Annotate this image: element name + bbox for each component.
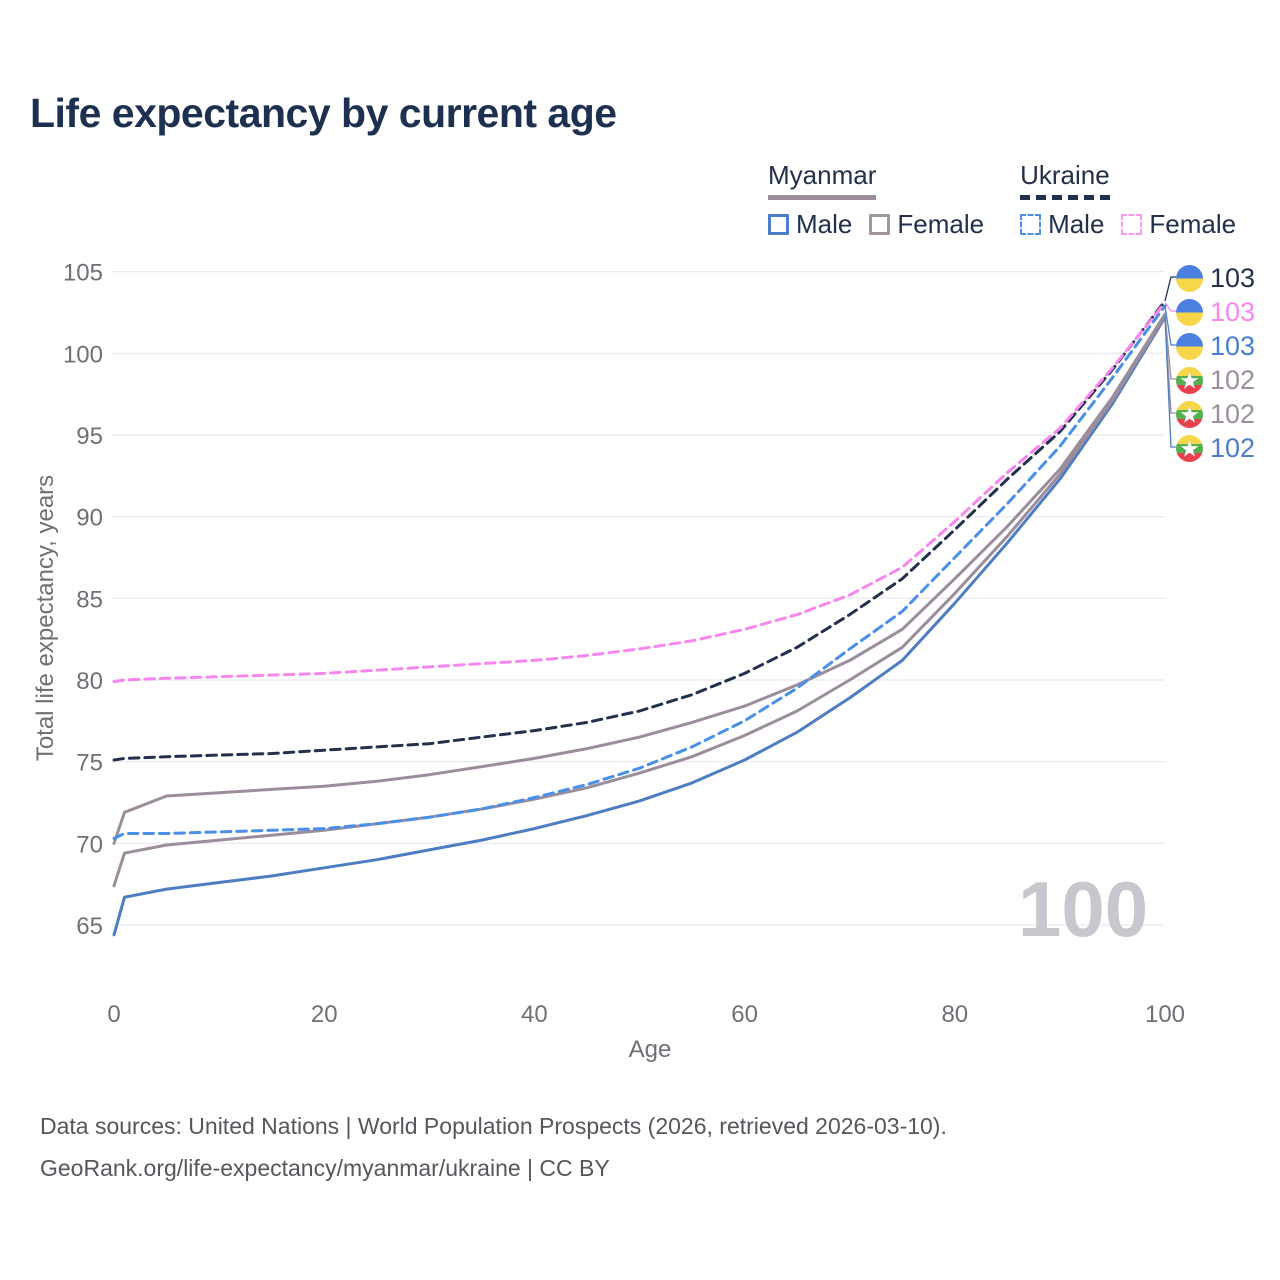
- ukraine-male-swatch-icon: [1020, 214, 1042, 235]
- age-watermark: 100: [1018, 865, 1149, 953]
- data-sources-line: Data sources: United Nations | World Pop…: [40, 1113, 947, 1139]
- myanmar-flag-icon: ★: [1176, 367, 1203, 394]
- x-tick-label: 100: [1145, 1001, 1185, 1028]
- legend-label: Male: [1048, 209, 1105, 239]
- y-tick-label: 75: [76, 750, 103, 777]
- y-tick-label: 70: [76, 831, 103, 858]
- legend-item-myanmar-female[interactable]: Female: [869, 209, 984, 240]
- end-label-value: 102: [1210, 433, 1256, 463]
- myanmar-flag-icon: ★: [1176, 435, 1203, 462]
- y-tick-label: 95: [76, 423, 103, 450]
- legend-country-myanmar[interactable]: Myanmar: [768, 160, 877, 200]
- end-label-myanmar-female: ★ 102: [1176, 365, 1255, 396]
- leader-line: [1164, 302, 1176, 312]
- end-label-ukraine-male: 103: [1176, 331, 1255, 362]
- end-label-myanmar-total: ★ 102: [1176, 399, 1255, 430]
- end-label-value: 102: [1210, 365, 1256, 395]
- legend: Myanmar Male Female Ukraine Male: [768, 160, 1236, 240]
- end-label-value: 103: [1210, 297, 1256, 327]
- series-line-myanmar-total[interactable]: [112, 314, 1167, 888]
- ukraine-flag-icon: [1176, 265, 1203, 292]
- star-icon: ★: [1179, 401, 1200, 428]
- x-tick-label: 20: [311, 1001, 338, 1028]
- ukraine-flag-icon: [1176, 333, 1203, 360]
- end-label-ukraine-female: 103: [1176, 297, 1255, 328]
- series-line-ukraine-male[interactable]: [112, 304, 1167, 840]
- y-tick-label: 85: [76, 586, 103, 613]
- legend-group-ukraine: Ukraine Male Female: [1020, 160, 1236, 240]
- legend-country-ukraine[interactable]: Ukraine: [1020, 160, 1110, 200]
- leader-line: [1164, 314, 1176, 380]
- y-tick-label: 65: [76, 913, 103, 940]
- attribution-line: GeoRank.org/life-expectancy/myanmar/ukra…: [40, 1154, 610, 1181]
- myanmar-male-swatch-icon: [768, 214, 789, 235]
- leader-line: [1164, 317, 1176, 448]
- chart-title: Life expectancy by current age: [30, 90, 617, 136]
- star-icon: ★: [1179, 435, 1200, 462]
- end-label-value: 102: [1210, 399, 1256, 429]
- end-label-ukraine-total: 103: [1176, 263, 1255, 294]
- end-label-myanmar-male: ★ 102: [1176, 433, 1255, 464]
- legend-item-ukraine-female[interactable]: Female: [1121, 209, 1236, 240]
- star-icon: ★: [1179, 367, 1200, 394]
- legend-item-ukraine-male[interactable]: Male: [1020, 209, 1104, 240]
- ukraine-female-swatch-icon: [1121, 214, 1143, 235]
- myanmar-flag-icon: ★: [1176, 401, 1203, 428]
- leader-line: [1164, 276, 1176, 302]
- x-tick-label: 60: [731, 1001, 758, 1028]
- series-line-ukraine-total[interactable]: [112, 299, 1167, 762]
- end-label-value: 103: [1210, 331, 1256, 361]
- series-line-myanmar-female[interactable]: [112, 312, 1167, 845]
- y-tick-label: 80: [76, 668, 103, 695]
- series-line-ukraine-female[interactable]: [112, 301, 1167, 684]
- x-tick-label: 80: [941, 1001, 968, 1028]
- y-tick-label: 90: [76, 505, 103, 532]
- end-label-value: 103: [1210, 263, 1256, 293]
- y-tick-label: 100: [63, 341, 103, 368]
- myanmar-female-swatch-icon: [869, 214, 891, 235]
- plot-area[interactable]: 65 70 75 80 85 90 95 100 105 0 20 40 60 80 100: [0, 0, 1280, 1080]
- legend-label: Female: [1149, 209, 1237, 239]
- x-axis-title: Age: [628, 1036, 672, 1063]
- x-tick-label: 0: [107, 1001, 120, 1028]
- ukraine-flag-icon: [1176, 299, 1203, 326]
- x-tick-label: 40: [521, 1001, 548, 1028]
- legend-label: Female: [897, 209, 985, 239]
- legend-label: Male: [796, 209, 853, 239]
- y-tick-label: 105: [63, 260, 103, 287]
- legend-item-myanmar-male[interactable]: Male: [768, 209, 852, 240]
- series-line-myanmar-male[interactable]: [112, 315, 1167, 937]
- legend-group-myanmar: Myanmar Male Female: [768, 160, 984, 240]
- source-footer: Data sources: United Nations | World Pop…: [40, 1106, 947, 1190]
- leader-line: [1164, 305, 1176, 346]
